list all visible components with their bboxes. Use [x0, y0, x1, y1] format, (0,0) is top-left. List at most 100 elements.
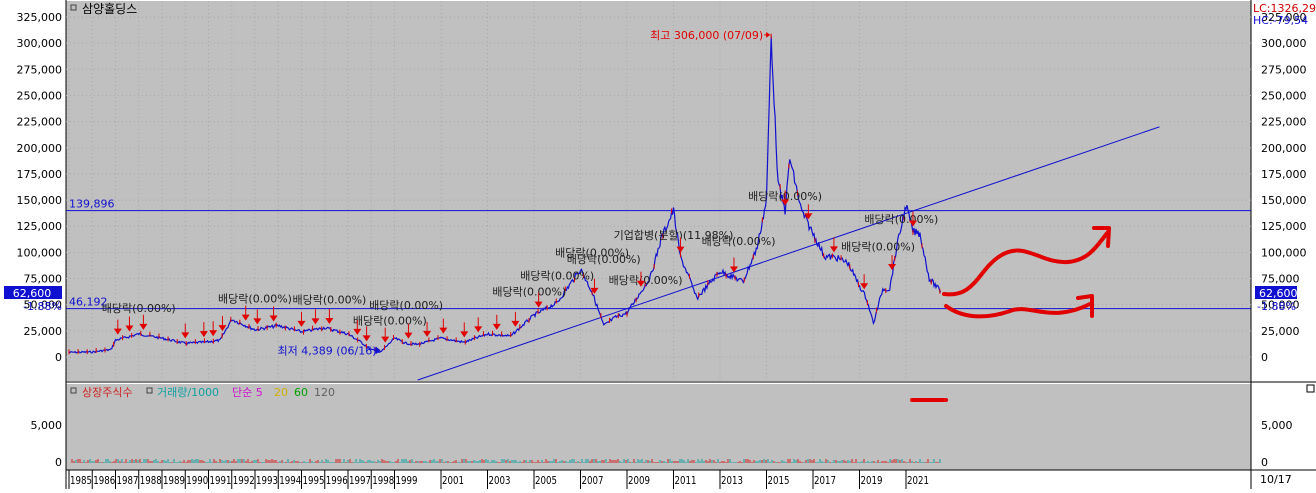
volume-pane: [66, 384, 1251, 470]
title-box-icon: [70, 4, 77, 11]
dividend-label: 배당락(0.00%): [864, 213, 938, 226]
x-tick-label: 2009: [628, 474, 650, 487]
legend-ma60: 60: [294, 386, 308, 399]
current-value-badge-left: [4, 286, 62, 299]
x-tick-label: 1990: [186, 474, 208, 487]
x-tick-label: 2017: [814, 474, 836, 487]
horizontal-level-label: 46,192: [69, 296, 108, 309]
horizontal-level-label: 139,896: [69, 198, 115, 211]
dividend-label: 배당락(0.00%): [567, 253, 641, 266]
dividend-marker-head: [804, 213, 813, 220]
dividend-label: 기업합병(분할)(11.98%): [614, 229, 734, 242]
dividend-label: 배당락(0.00%): [369, 299, 443, 312]
dividend-marker-head: [381, 336, 390, 343]
lc-label: LC:1326,29: [1253, 2, 1316, 15]
grid-lines: [66, 1, 1251, 381]
y-tick-label-right: 75,000: [1261, 273, 1300, 286]
dividend-marker-head: [590, 287, 599, 294]
dividend-marker-head: [676, 246, 685, 253]
high-label: 최고 306,000 (07/09): [650, 29, 763, 42]
dividend-marker-head: [781, 199, 790, 206]
y-tick-label: 325,000: [17, 11, 63, 24]
y-tick-label: 50,000: [24, 299, 63, 312]
dividend-marker-head: [325, 317, 334, 324]
date-footer: 10/17: [1260, 473, 1292, 486]
volume-tick-0-left: 0: [55, 456, 62, 469]
dividend-label: 배당락(0.00%): [218, 293, 292, 306]
legend-listed-shares: 상장주식수: [82, 386, 133, 399]
x-tick-label: 1996: [326, 474, 348, 487]
dividend-label: 배당락(0.00%): [292, 294, 366, 307]
pct-label-right: -1.88%: [1257, 300, 1296, 313]
y-tick-label: 300,000: [17, 37, 63, 50]
y-tick-label-right: 225,000: [1261, 116, 1307, 129]
left-y-axis: 325,000 300,000 275,000 250,000 225,000 200,0…: [17, 11, 63, 364]
dividend-marker-head: [253, 318, 262, 325]
volume-legend: 상장주식수 거래량/1000 단순 5 20 60 120: [70, 386, 335, 399]
low-label: 최저 4,389 (06/16): [278, 344, 377, 357]
dividend-marker-head: [181, 332, 190, 339]
y-tick-label: 250,000: [17, 89, 63, 102]
x-axis: 1985 1986 1987 1988 1989 1990 1991 1992 1993 1994…: [68, 470, 929, 489]
x-tick-label: 1993: [256, 474, 278, 487]
volume-tick-5000-right: 5,000: [1261, 419, 1293, 432]
dividend-marker-head: [113, 328, 122, 335]
y-tick-label-right: 175,000: [1261, 168, 1307, 181]
current-value-left: 62,600: [13, 287, 52, 300]
legend-ma20: 20: [274, 386, 288, 399]
y-tick-label-right: 100,000: [1261, 246, 1307, 259]
current-value-badge-right: [1255, 286, 1297, 299]
pane-close-icon[interactable]: [1306, 384, 1315, 393]
x-tick-label: 1997: [349, 474, 371, 487]
dividend-label: 배당락(0.00%): [492, 285, 566, 298]
dividend-marker-head: [474, 326, 483, 333]
x-tick-label: 1994: [279, 474, 301, 487]
dividend-marker-head: [534, 301, 543, 308]
y-tick-label-right: 125,000: [1261, 220, 1307, 233]
chart-title: 삼양홀딩스: [82, 2, 137, 16]
y-tick-label-right: 250,000: [1261, 89, 1307, 102]
y-tick-label-right: 300,000: [1261, 37, 1307, 50]
dividend-marker-head: [636, 280, 645, 287]
y-tick-label-right: 325,000: [1261, 11, 1307, 24]
horizontal-lines: 139,896 46,192: [66, 198, 1251, 310]
dividend-marker-head: [199, 331, 208, 338]
dividend-marker-head: [729, 266, 738, 273]
dividend-marker-head: [423, 330, 432, 337]
dividend-marker-head: [241, 314, 250, 321]
x-tick-label: 2007: [582, 474, 604, 487]
y-tick-label: 75,000: [24, 273, 63, 286]
dividend-marker-head: [511, 320, 520, 327]
x-tick-label: 2015: [768, 474, 790, 487]
y-tick-label: 0: [55, 351, 62, 364]
price-line: [68, 36, 942, 354]
volume-tick-5000-left: 5,000: [31, 419, 63, 432]
hc-label: HC:-79,54: [1253, 14, 1308, 27]
dividend-label: 배당락(0.00%): [353, 315, 427, 328]
y-tick-label-right: 25,000: [1261, 325, 1300, 338]
dividend-marker-head: [209, 330, 218, 337]
price-pane: [66, 1, 1251, 381]
trend-line: [417, 126, 1160, 381]
x-tick-label: 2001: [442, 474, 464, 487]
handwriting-marks: [910, 226, 1111, 402]
dividend-marker-head: [908, 220, 917, 227]
y-tick-label: 25,000: [24, 325, 63, 338]
x-tick-label: 2003: [489, 474, 511, 487]
y-tick-label: 100,000: [17, 246, 63, 259]
trend-line-segment: [417, 126, 1160, 381]
x-tick-label: 2013: [721, 474, 743, 487]
y-tick-label: 150,000: [17, 194, 63, 207]
legend-ma5: 단순 5: [232, 386, 263, 399]
dividend-marker-head: [860, 283, 869, 290]
dividend-label: 배당락(0.00%): [609, 274, 683, 287]
x-tick-label: 1985: [70, 474, 92, 487]
dividend-marker-head: [311, 318, 320, 325]
y-tick-label-right: 50,000: [1261, 299, 1300, 312]
dividend-marker-head: [269, 315, 278, 322]
y-tick-label-right: 0: [1261, 351, 1268, 364]
dividend-marker-head: [362, 335, 371, 342]
dividend-label: 배당락(0.00%): [841, 240, 915, 253]
